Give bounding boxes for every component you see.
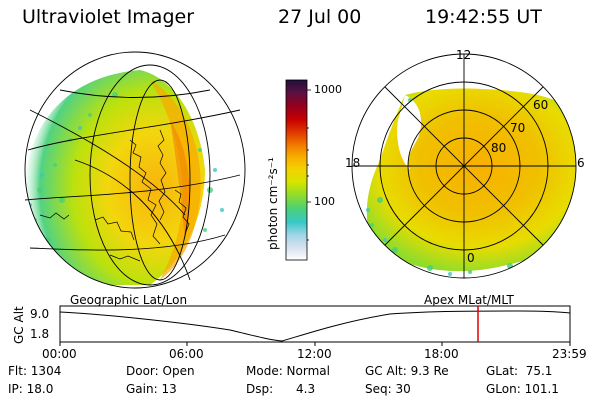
dsp-value: Dsp: 4.3 bbox=[246, 382, 316, 396]
altitude-ytick-9: 9.0 bbox=[30, 307, 50, 321]
door-status: Door: Open bbox=[126, 364, 195, 378]
geographic-grid bbox=[24, 51, 246, 289]
mlt-label-12: 12 bbox=[456, 48, 472, 62]
x-tick-1800: 18:00 bbox=[424, 347, 459, 361]
lat-label-80: 80 bbox=[491, 141, 507, 155]
polar-image bbox=[366, 88, 576, 276]
colorbar-tick-1000: 1000 bbox=[314, 83, 342, 96]
altitude-plot bbox=[59, 305, 571, 346]
lat-label-70: 70 bbox=[510, 121, 526, 135]
altitude-ytick-1.8: 1.8 bbox=[30, 327, 50, 341]
mode-value: Mode: Normal bbox=[246, 364, 330, 378]
coastlines bbox=[39, 129, 190, 262]
mlt-label-6: 6 bbox=[577, 156, 585, 170]
date-label: 27 Jul 00 bbox=[278, 6, 362, 28]
app-title: Ultraviolet Imager bbox=[22, 6, 195, 28]
colorbar-tick-100: 100 bbox=[314, 195, 335, 208]
mlt-label-0: 0 bbox=[467, 251, 475, 265]
x-tick-1200: 12:00 bbox=[297, 347, 332, 361]
x-tick-0000: 00:00 bbox=[42, 347, 77, 361]
polar-grid bbox=[351, 53, 577, 279]
seq-value: Seq: 30 bbox=[365, 382, 411, 396]
flight-number: Flt: 1304 bbox=[8, 364, 62, 378]
ip-value: IP: 18.0 bbox=[8, 382, 54, 396]
altitude-ylabel: GC Alt bbox=[12, 306, 26, 344]
colorbar-unit-label: photon cm⁻²s⁻¹ bbox=[266, 157, 280, 250]
apex-label: Apex MLat/MLT bbox=[424, 293, 514, 307]
mlt-label-18: 18 bbox=[345, 156, 361, 170]
gain-value: Gain: 13 bbox=[126, 382, 177, 396]
x-tick-0600: 06:00 bbox=[169, 347, 204, 361]
geographic-image bbox=[25, 70, 224, 285]
lat-label-60: 60 bbox=[533, 98, 549, 112]
gc-alt-value: GC Alt: 9.3 Re bbox=[365, 364, 449, 378]
geographic-label: Geographic Lat/Lon bbox=[70, 293, 188, 307]
time-label: 19:42:55 UT bbox=[425, 6, 542, 28]
colorbar bbox=[285, 79, 308, 261]
x-tick-2359: 23:59 bbox=[552, 347, 587, 361]
glat-value: GLat: 75.1 bbox=[486, 364, 553, 378]
glon-value: GLon: 101.1 bbox=[486, 382, 559, 396]
